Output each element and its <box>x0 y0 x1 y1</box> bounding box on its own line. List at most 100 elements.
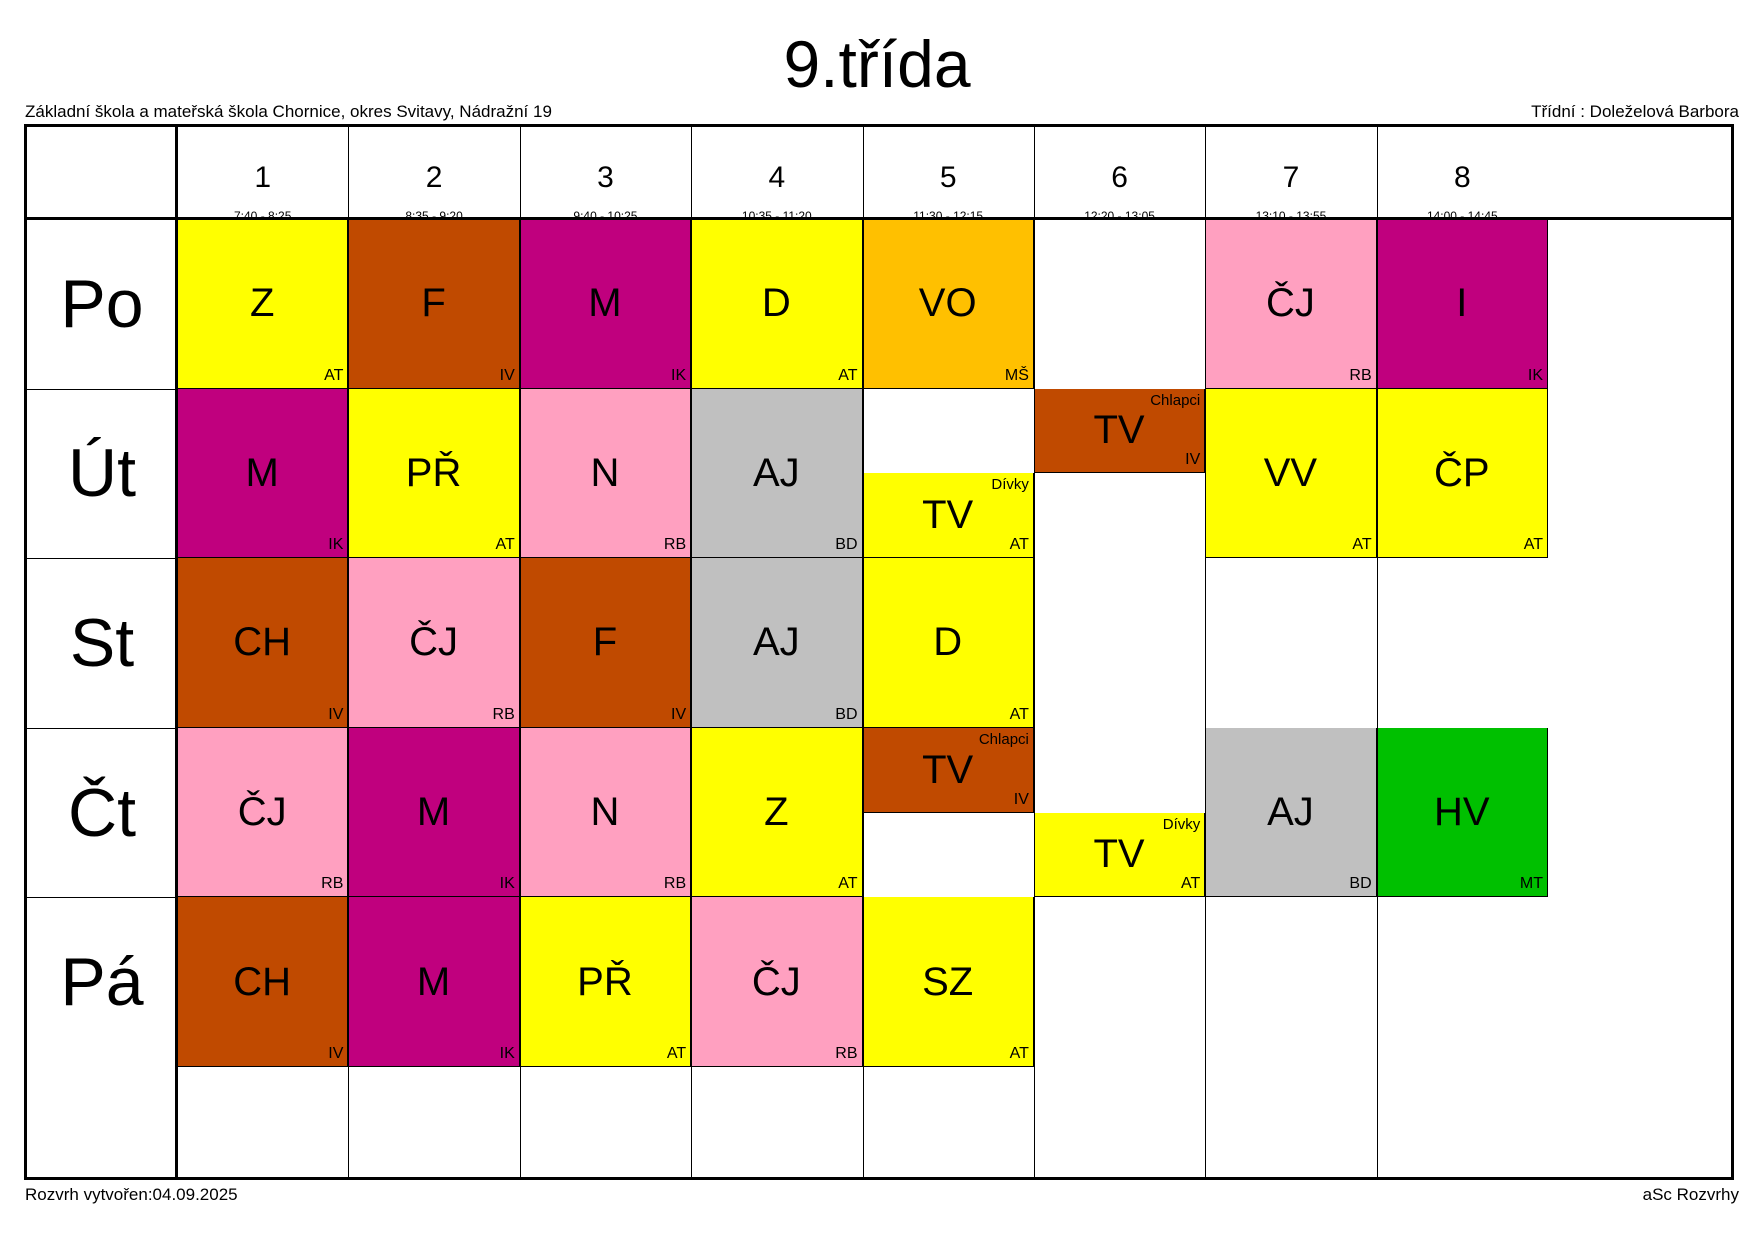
lesson-cell[interactable]: AJ BD <box>691 388 863 559</box>
lesson-cell[interactable]: HV MT <box>1376 727 1548 898</box>
lesson-cell[interactable]: ČJ RB <box>691 897 863 1067</box>
subject-label: HV <box>1434 790 1490 835</box>
row-divider <box>27 558 177 560</box>
group-label: Chlapci <box>1150 391 1201 409</box>
teacher-abbreviation: AT <box>1352 536 1372 554</box>
period-header-4: 4 10:35 - 11:20 <box>691 127 862 229</box>
period-number: 6 <box>1111 161 1128 194</box>
lesson-cell[interactable]: D AT <box>862 558 1034 728</box>
lesson-cell[interactable]: ČJ RB <box>348 558 520 728</box>
lesson-cell[interactable]: F IV <box>519 558 692 728</box>
day-label: St <box>69 604 135 681</box>
lesson-cell[interactable]: PŘ AT <box>348 388 520 559</box>
teacher-abbreviation: IK <box>499 1044 515 1062</box>
lesson-cell[interactable]: M IK <box>348 897 520 1067</box>
subject-label: ČJ <box>237 790 287 835</box>
lesson-cell[interactable]: PŘ AT <box>519 897 692 1067</box>
lesson-cell[interactable]: Z AT <box>691 727 863 898</box>
subject-label: N <box>590 450 620 495</box>
lesson-cell[interactable]: M IK <box>519 219 692 389</box>
subject-label: TV <box>1093 832 1145 877</box>
lesson-cell[interactable]: N RB <box>519 388 692 559</box>
subject-label: VV <box>1263 450 1318 495</box>
row-divider <box>27 727 177 729</box>
subject-label: TV <box>1093 408 1145 453</box>
teacher-abbreviation: AT <box>1009 1044 1029 1062</box>
lesson-cell[interactable]: I IK <box>1376 219 1548 389</box>
teacher-abbreviation: AT <box>495 536 515 554</box>
subject-label: ČJ <box>1265 281 1315 326</box>
lesson-cell[interactable]: D AT <box>691 219 863 389</box>
subject-label: SZ <box>922 959 974 1004</box>
subject-label: CH <box>233 620 292 665</box>
period-number: 8 <box>1453 161 1471 194</box>
subject-label: F <box>421 281 446 326</box>
lesson-cell[interactable]: TV IV Chlapci <box>1033 388 1206 474</box>
lesson-cell[interactable]: ČJ RB <box>177 727 349 898</box>
lesson-cell[interactable]: TV IV Chlapci <box>862 727 1034 813</box>
teacher-abbreviation: MŠ <box>1004 366 1029 384</box>
teacher-abbreviation: IK <box>328 536 344 554</box>
teacher-abbreviation: AT <box>666 1044 687 1062</box>
lesson-cell[interactable]: M IK <box>348 727 520 898</box>
lesson-cell[interactable]: Z AT <box>177 219 349 389</box>
lesson-cell[interactable]: F IV <box>348 219 520 389</box>
teacher-abbreviation: IK <box>671 366 687 384</box>
lesson-cell[interactable]: CH IV <box>177 558 349 728</box>
created-date: Rozvrh vytvořen:04.09.2025 <box>25 1185 238 1204</box>
subject-label: CH <box>233 959 292 1004</box>
teacher-abbreviation: AT <box>838 875 858 893</box>
subject-label: M <box>416 959 451 1004</box>
column-divider <box>519 127 521 1177</box>
teacher-abbreviation: IK <box>1527 366 1543 384</box>
lesson-cell[interactable]: ČP AT <box>1376 388 1548 559</box>
teacher-abbreviation: AT <box>1180 875 1201 893</box>
period-header-1: 1 7:40 - 8:25 <box>177 127 348 229</box>
teacher-abbreviation: IV <box>328 1044 344 1062</box>
lesson-cell[interactable]: TV AT Dívky <box>862 473 1034 559</box>
group-label: Chlapci <box>978 730 1029 748</box>
group-label: Dívky <box>991 476 1029 494</box>
subject-label: F <box>592 620 618 665</box>
subject-label: Z <box>764 790 789 835</box>
group-label: Dívky <box>1162 815 1201 833</box>
subject-label: M <box>245 450 279 495</box>
period-number: 2 <box>425 161 443 194</box>
subject-label: I <box>1456 281 1468 326</box>
lesson-cell[interactable]: N RB <box>519 727 692 898</box>
period-number: 3 <box>597 161 614 194</box>
subject-label: D <box>933 620 963 665</box>
lesson-cell[interactable]: VO MŠ <box>862 219 1034 389</box>
column-divider <box>862 127 864 1177</box>
lesson-cell[interactable]: AJ BD <box>691 558 863 728</box>
day-label: Út <box>68 435 136 512</box>
subject-label: AJ <box>752 620 800 665</box>
teacher-abbreviation: BD <box>835 536 858 554</box>
subject-label: D <box>761 281 791 326</box>
teacher-abbreviation: RB <box>1349 366 1372 384</box>
subject-label: PŘ <box>577 959 633 1004</box>
lesson-cell[interactable]: CH IV <box>177 897 349 1067</box>
period-header-2: 2 8:35 - 9:20 <box>348 127 519 229</box>
lesson-cell[interactable]: TV AT Dívky <box>1033 812 1206 898</box>
teacher-abbreviation: MT <box>1519 875 1543 893</box>
lesson-cell[interactable]: ČJ RB <box>1205 219 1377 389</box>
column-divider <box>1376 127 1378 1177</box>
class-teacher: Třídní : Doleželová Barbora <box>1531 102 1739 121</box>
lesson-cell[interactable]: AJ BD <box>1205 727 1377 898</box>
lesson-cell[interactable]: VV AT <box>1205 388 1377 559</box>
teacher-abbreviation: AT <box>324 366 344 384</box>
teacher-abbreviation: BD <box>1349 875 1372 893</box>
teacher-abbreviation: IV <box>499 366 515 384</box>
lesson-cell[interactable]: M IK <box>177 388 349 559</box>
lesson-cell[interactable]: SZ AT <box>862 897 1034 1067</box>
day-label: Čt <box>68 774 136 851</box>
period-header-8: 8 14:00 - 14:45 <box>1377 127 1548 229</box>
subject-label: M <box>588 281 622 326</box>
subject-label: TV <box>922 493 974 538</box>
subject-label: ČJ <box>751 959 801 1004</box>
teacher-abbreviation: IV <box>671 705 687 723</box>
column-divider <box>691 127 693 1177</box>
teacher-abbreviation: RB <box>492 705 515 723</box>
period-number: 5 <box>939 161 957 194</box>
